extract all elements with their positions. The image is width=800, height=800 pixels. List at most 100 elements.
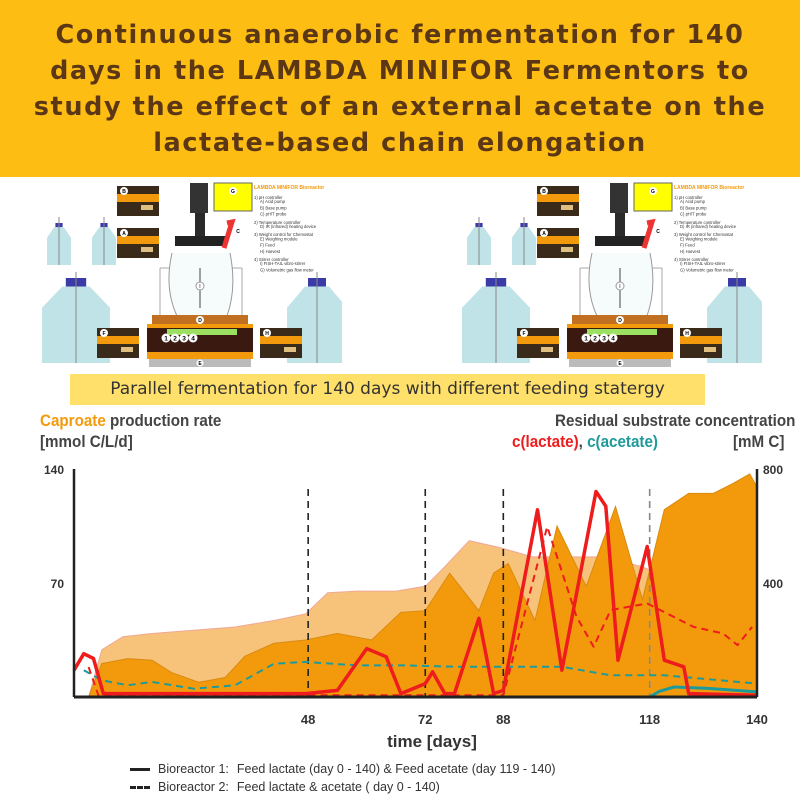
diagram-legend-line: 1) pH controller bbox=[674, 195, 703, 200]
panel-number: 3 bbox=[602, 336, 606, 343]
caproate-area-bioreactor-1 bbox=[87, 473, 758, 698]
fermentation-chart: 140 70 800 400 48 72 88 118 140 time [days] bbox=[44, 463, 783, 751]
panel-number: 3 bbox=[182, 336, 186, 343]
right-axis-unit: [mM C] bbox=[733, 433, 785, 451]
svg-text:C: C bbox=[656, 229, 660, 235]
diagram-legend-line: A) Acid pump bbox=[260, 199, 286, 204]
svg-text:I: I bbox=[199, 284, 200, 290]
panel-number: 4 bbox=[611, 336, 615, 343]
solid-line-swatch bbox=[130, 767, 150, 771]
diagram-legend-line: H) Harvest bbox=[680, 249, 701, 254]
right-axis-title: Residual substrate concentration bbox=[554, 412, 796, 430]
marker-label: A bbox=[122, 231, 126, 237]
x-tick-label: 118 bbox=[639, 712, 660, 727]
panel-number: 1 bbox=[164, 336, 168, 343]
svg-text:E: E bbox=[618, 361, 622, 367]
left-tick-label: 140 bbox=[44, 463, 64, 477]
right-tick-label: 400 bbox=[763, 577, 783, 591]
svg-text:D: D bbox=[198, 318, 202, 324]
acetate-line-bioreactor-1 bbox=[648, 685, 758, 699]
panel-number: 4 bbox=[191, 336, 195, 343]
legend-label: Bioreactor 2: bbox=[158, 780, 229, 794]
controller-unit: A bbox=[537, 228, 579, 258]
title-banner: Continuous anaerobic fermentation for 14… bbox=[0, 0, 800, 177]
diagram-legend-line: F) Feed bbox=[680, 243, 695, 248]
controller-unit: H bbox=[260, 328, 302, 358]
marker-label: A bbox=[542, 231, 546, 237]
controller-unit: F bbox=[517, 328, 559, 358]
diagram-legend-line: 4) Stirrer controller bbox=[674, 257, 709, 262]
acetate-line-bioreactor-2 bbox=[83, 660, 758, 690]
dashed-line-swatch bbox=[130, 785, 150, 789]
right-tick-label: 800 bbox=[763, 463, 783, 477]
diagram-legend-line: D) IR (infrared) heating device bbox=[260, 224, 317, 229]
svg-text:D: D bbox=[618, 318, 622, 324]
x-axis-label: time [days] bbox=[387, 732, 477, 751]
diagram-legend-line: H) Harvest bbox=[260, 249, 281, 254]
page-title: Continuous anaerobic fermentation for 14… bbox=[33, 19, 767, 158]
marker-label: B bbox=[122, 189, 126, 195]
diagram-legend-line: A) Acid pump bbox=[680, 199, 706, 204]
lactate-line-bioreactor-1 bbox=[72, 489, 758, 698]
x-tick-label: 72 bbox=[418, 712, 432, 727]
diagram-legend-line: F) Feed bbox=[260, 243, 275, 248]
bottle-icon bbox=[42, 272, 110, 363]
controller-unit: A bbox=[117, 228, 159, 258]
x-tick-label: 140 bbox=[746, 712, 768, 727]
diagram-legend-line: G) Volumetric gas flow meter bbox=[260, 267, 314, 272]
diagram-legend-line: C) pH/T probe bbox=[680, 212, 707, 217]
diagram-legend-line: C) pH/T probe bbox=[260, 212, 287, 217]
x-tick-label: 88 bbox=[496, 712, 510, 727]
production-rate-label: production rate bbox=[105, 412, 222, 430]
marker-label: H bbox=[685, 331, 689, 337]
left-axis-unit: [mmol C/L/d] bbox=[40, 433, 133, 451]
svg-text:G: G bbox=[231, 189, 235, 195]
diagram-legend-line: 4) Stirrer controller bbox=[254, 257, 289, 262]
left-tick-label: 70 bbox=[51, 577, 65, 591]
bottle-icon bbox=[462, 272, 530, 363]
diagram-legend-line: E) Weighing module bbox=[680, 236, 718, 241]
legend-text: Feed lactate (day 0 - 140) & Feed acetat… bbox=[236, 762, 556, 776]
diagram-legend-line: 3) Weight control for Chemostat bbox=[254, 232, 314, 237]
diagram-heading: LAMBDA MINIFOR Bioreactor bbox=[674, 185, 744, 191]
svg-text:C: C bbox=[236, 229, 240, 235]
controller-unit: B bbox=[537, 186, 579, 216]
controller-unit: H bbox=[680, 328, 722, 358]
bottle-icon bbox=[47, 217, 71, 265]
panel-number: 1 bbox=[584, 336, 588, 343]
bottle-icon bbox=[467, 217, 491, 265]
svg-text:E: E bbox=[198, 361, 202, 367]
diagram-heading: LAMBDA MINIFOR Bioreactor bbox=[254, 185, 324, 191]
panel-number: 2 bbox=[593, 336, 597, 343]
diagram-legend-line: 3) Weight control for Chemostat bbox=[674, 232, 734, 237]
x-tick-label: 48 bbox=[301, 712, 315, 727]
series-separator: , bbox=[578, 433, 588, 451]
marker-label: F bbox=[102, 331, 105, 337]
marker-label: F bbox=[522, 331, 525, 337]
marker-label: B bbox=[542, 189, 546, 195]
diagram-legend-line: 1) pH controller bbox=[254, 195, 283, 200]
svg-text:I: I bbox=[619, 284, 620, 290]
legend-label: Bioreactor 1: bbox=[158, 762, 229, 776]
lactate-label: c(lactate) bbox=[512, 433, 579, 451]
left-axis-title: Caproate production rate bbox=[40, 412, 221, 431]
subtitle-banner: Parallel fermentation for 140 days with … bbox=[70, 374, 705, 405]
legend-text: Feed lactate & acetate ( day 0 - 140) bbox=[236, 780, 440, 794]
diagram-legend-line: 2) Temperature controller bbox=[674, 220, 721, 225]
diagram-legend-line: E) Weighing module bbox=[260, 236, 298, 241]
legend-item-bioreactor-1: Bioreactor 1: Feed lactate (day 0 - 140) … bbox=[130, 762, 556, 776]
diagram-legend-line: 2) Temperature controller bbox=[254, 220, 301, 225]
diagram-legend-line: I) FISH-TAIL vibro-stirrer bbox=[260, 261, 306, 266]
svg-text:G: G bbox=[651, 189, 655, 195]
acetate-label: c(acetate) bbox=[587, 433, 658, 451]
diagram-legend-line: B) Base pump bbox=[680, 205, 707, 210]
lactate-line-bioreactor-2 bbox=[87, 525, 753, 697]
bottle-icon bbox=[512, 217, 536, 265]
right-axis-series: c(lactate), c(acetate) bbox=[512, 433, 658, 452]
controller-unit: F bbox=[97, 328, 139, 358]
diagram-legend-line: D) IR (infrared) heating device bbox=[680, 224, 737, 229]
bottle-icon bbox=[92, 217, 116, 265]
panel-number: 2 bbox=[173, 336, 177, 343]
